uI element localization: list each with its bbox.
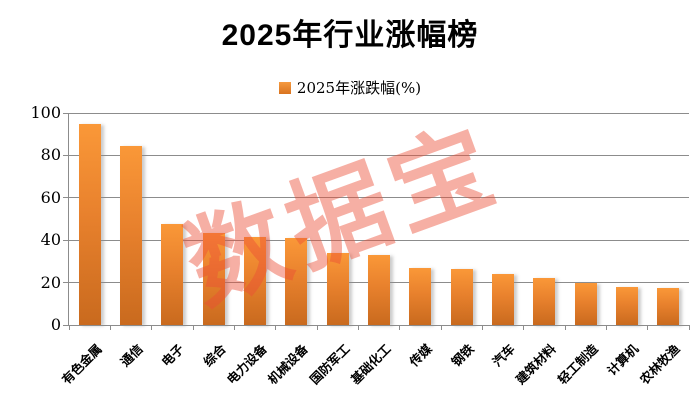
bar (326, 252, 349, 325)
x-axis-tick (605, 325, 607, 330)
x-axis-label: 建筑材料 (513, 341, 560, 388)
gridline (69, 112, 689, 114)
bar (78, 123, 101, 325)
x-axis-tick (564, 325, 566, 330)
bar (285, 238, 308, 325)
x-axis-tick (68, 325, 70, 330)
y-axis-tick (63, 154, 69, 156)
bar (450, 269, 473, 325)
y-axis-label: 40 (40, 230, 61, 250)
x-axis-label: 机械设备 (265, 341, 312, 388)
bar (409, 267, 432, 325)
chart-title: 2025年行业涨幅榜 (221, 19, 479, 52)
x-axis-label: 电子 (159, 341, 188, 370)
bar (244, 237, 266, 325)
x-axis-tick (357, 325, 359, 330)
y-axis-tick (63, 239, 69, 241)
x-axis-tick (233, 325, 235, 330)
bar (657, 288, 680, 325)
x-axis-tick (523, 325, 525, 330)
y-axis-label: 100 (30, 103, 61, 122)
bar (616, 286, 638, 325)
y-axis-label: 0 (50, 315, 61, 334)
legend-label: 2025年涨跌幅(%) (296, 79, 422, 97)
gridline (69, 239, 689, 241)
gridline (69, 154, 689, 156)
legend-entry: 2025年涨跌幅(%) (278, 77, 422, 98)
y-axis-tick (63, 197, 69, 199)
plot-area: 0 20 40 60 80 100 有色金属 通信 电子 综合 电力设备 机械设备 国防军工 基础化工 传媒… (30, 104, 690, 387)
x-axis-tick (440, 325, 442, 330)
x-axis-label: 有色金属 (59, 341, 105, 388)
bar (574, 282, 597, 325)
y-axis-label: 80 (40, 145, 61, 165)
bar (202, 232, 225, 325)
y-axis-label: 20 (40, 272, 61, 292)
bar (533, 278, 556, 325)
x-axis-tick (275, 325, 277, 330)
legend: 2025年涨跌幅(%) (0, 77, 700, 98)
x-axis-label: 电力设备 (224, 341, 270, 388)
x-axis-label: 国防军工 (307, 341, 353, 388)
x-axis-tick (316, 325, 318, 330)
y-axis-tick (63, 324, 69, 326)
x-axis-tick (109, 325, 111, 330)
x-axis-label: 通信 (118, 341, 146, 370)
bar (368, 255, 390, 325)
y-axis-tick (63, 282, 69, 284)
x-axis-label: 轻工制造 (555, 341, 601, 388)
x-axis-tick (647, 325, 649, 330)
x-axis-tick (481, 325, 483, 330)
y-axis-tick (63, 112, 69, 114)
legend-swatch-icon (278, 81, 291, 94)
x-axis-tick (151, 325, 153, 330)
x-axis-tick (688, 325, 690, 330)
x-axis-label: 基础化工 (348, 341, 394, 388)
x-axis-label: 综合 (200, 341, 229, 370)
x-axis-tick (399, 325, 401, 330)
x-axis-label: 汽车 (490, 341, 518, 370)
x-axis-label: 农林牧渔 (637, 341, 684, 388)
bar (492, 274, 514, 325)
bar (120, 145, 142, 325)
x-axis-label: 钢铁 (448, 341, 477, 370)
y-axis-label: 60 (40, 187, 61, 207)
x-axis-tick (192, 325, 194, 330)
bar (161, 223, 184, 325)
gridline (69, 197, 689, 199)
x-axis-label: 传媒 (407, 341, 436, 370)
